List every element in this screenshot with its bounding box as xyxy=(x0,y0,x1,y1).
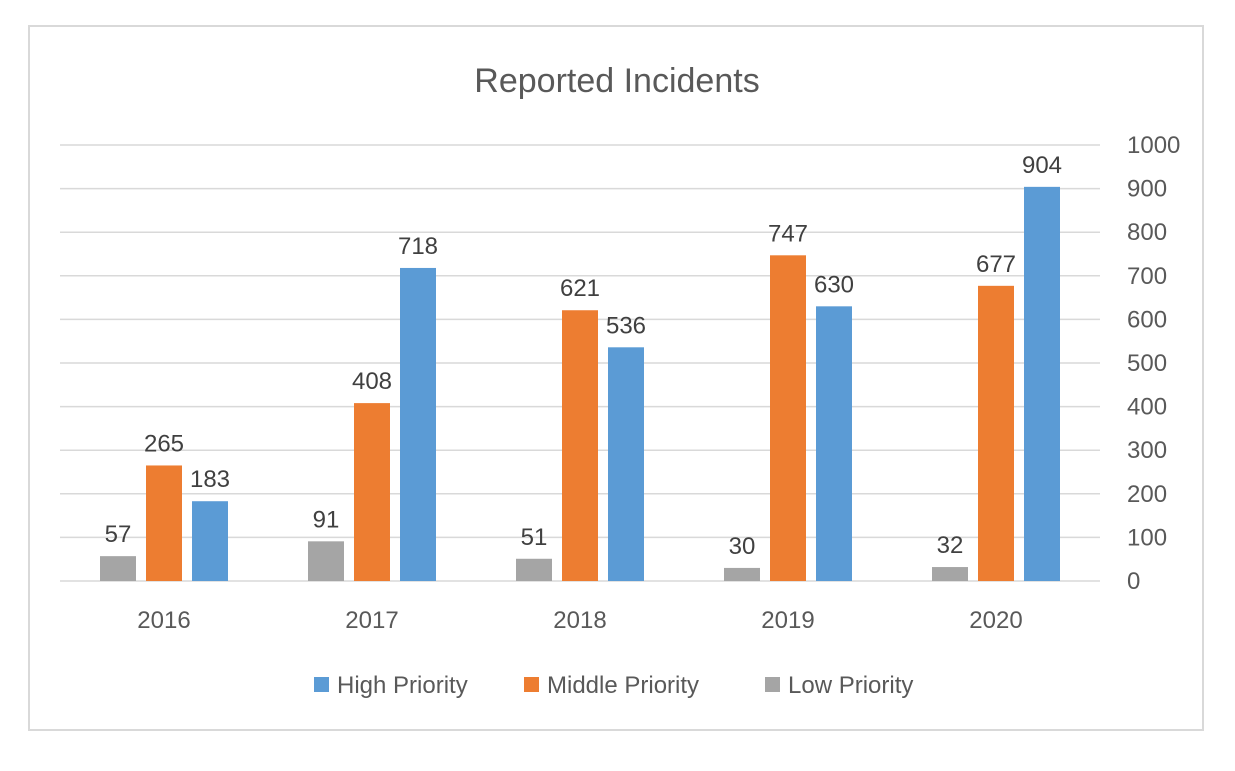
legend-label: Middle Priority xyxy=(547,672,699,699)
bar-middle-priority xyxy=(978,285,1014,581)
bar-low-priority xyxy=(100,556,136,581)
data-label: 630 xyxy=(814,271,854,298)
y-tick-label: 1000 xyxy=(1127,132,1180,159)
data-label: 32 xyxy=(937,532,964,559)
x-tick-label: 2019 xyxy=(761,607,814,634)
legend-label: High Priority xyxy=(337,672,468,699)
data-label: 718 xyxy=(398,233,438,260)
y-axis: 0 100 200 300 400 500 600 700 800 900 1000 xyxy=(1127,132,1180,595)
legend-swatch xyxy=(524,677,539,692)
data-label: 904 xyxy=(1022,152,1062,179)
y-tick-label: 100 xyxy=(1127,524,1167,551)
x-tick-label: 2020 xyxy=(969,607,1022,634)
legend-swatch xyxy=(765,677,780,692)
legend: High Priority Middle Priority Low Priority xyxy=(314,672,913,699)
bar-high-priority xyxy=(608,347,644,581)
x-tick-label: 2018 xyxy=(553,607,606,634)
y-tick-label: 800 xyxy=(1127,219,1167,246)
data-label: 621 xyxy=(560,275,600,302)
data-label: 536 xyxy=(606,312,646,339)
data-label: 747 xyxy=(768,220,808,247)
data-label: 677 xyxy=(976,251,1016,278)
data-label: 91 xyxy=(313,506,340,533)
bars xyxy=(100,186,1060,582)
bar-low-priority xyxy=(932,567,968,581)
chart-title: Reported Incidents xyxy=(474,62,759,100)
x-tick-label: 2017 xyxy=(345,607,398,634)
data-label: 183 xyxy=(190,466,230,493)
x-axis: 2016 2017 2018 2019 2020 xyxy=(137,607,1022,634)
bar-middle-priority xyxy=(562,310,598,581)
bar-high-priority xyxy=(400,267,436,581)
y-tick-label: 200 xyxy=(1127,481,1167,508)
y-tick-label: 700 xyxy=(1127,263,1167,290)
y-tick-label: 900 xyxy=(1127,176,1167,203)
data-label: 408 xyxy=(352,368,392,395)
bar-high-priority xyxy=(816,306,852,581)
x-tick-label: 2016 xyxy=(137,607,190,634)
y-tick-label: 600 xyxy=(1127,306,1167,333)
y-tick-label: 0 xyxy=(1127,568,1140,595)
legend-swatch xyxy=(314,677,329,692)
bar-high-priority xyxy=(192,501,228,581)
bar-middle-priority xyxy=(770,255,806,582)
bar-middle-priority xyxy=(146,465,182,581)
data-label: 265 xyxy=(144,430,184,457)
gridlines xyxy=(60,144,1100,582)
bar-middle-priority xyxy=(354,403,390,581)
bar-low-priority xyxy=(724,567,760,581)
bar-high-priority xyxy=(1024,186,1060,581)
bar-low-priority xyxy=(308,541,344,581)
data-label: 30 xyxy=(729,533,756,560)
y-tick-label: 400 xyxy=(1127,394,1167,421)
y-tick-label: 500 xyxy=(1127,350,1167,377)
data-label: 51 xyxy=(521,524,548,551)
legend-label: Low Priority xyxy=(788,672,913,699)
y-tick-label: 300 xyxy=(1127,437,1167,464)
data-label: 57 xyxy=(105,521,132,548)
bar-low-priority xyxy=(516,558,552,581)
